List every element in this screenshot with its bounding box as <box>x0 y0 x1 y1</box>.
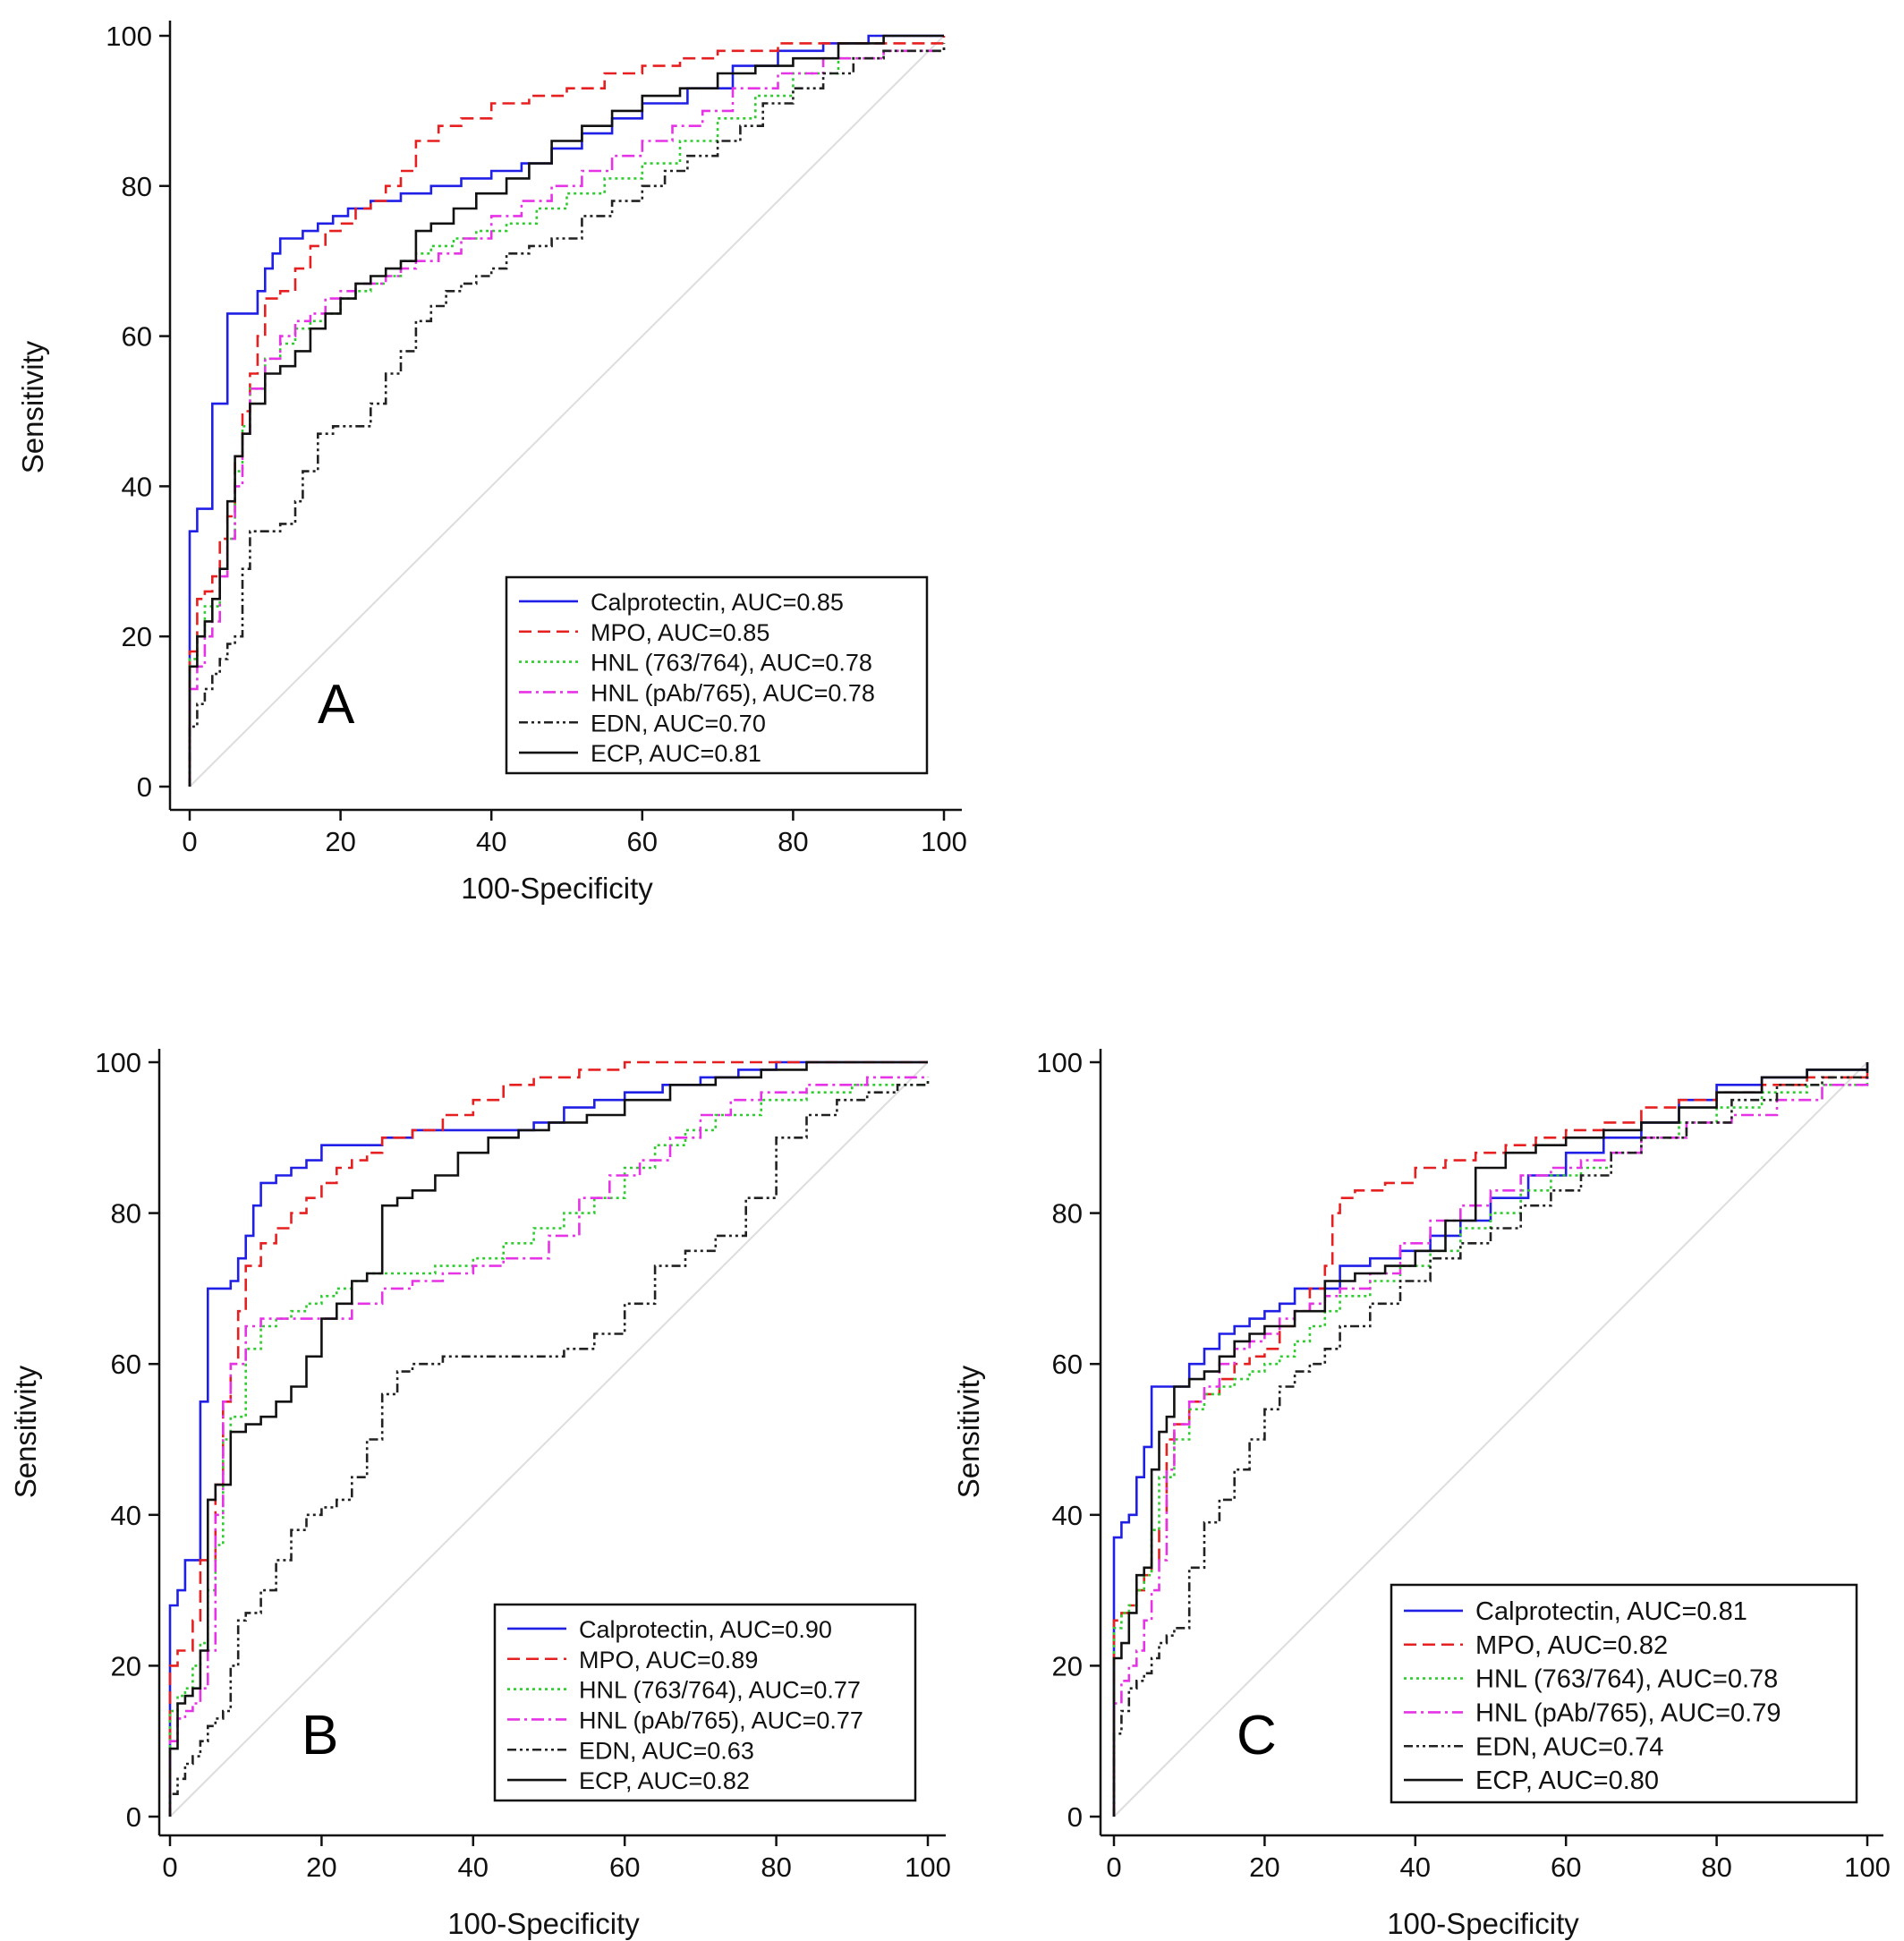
x-tick-label: 40 <box>1400 1852 1431 1883</box>
y-tick-label: 80 <box>122 171 152 202</box>
roc-series-line <box>168 1060 928 1817</box>
legend: Calprotectin, AUC=0.90 MPO, AUC=0.89 HNL (… <box>493 1603 917 1802</box>
y-tick-label: 40 <box>111 1500 141 1531</box>
y-tick-label: 80 <box>111 1198 141 1230</box>
legend-label: Calprotectin, AUC=0.90 <box>579 1616 832 1643</box>
y-tick-label: 100 <box>1036 1047 1083 1078</box>
legend-label: ECP, AUC=0.82 <box>579 1767 750 1794</box>
x-tick-label: 20 <box>306 1852 336 1883</box>
y-axis-label: Sensitivity <box>16 340 49 473</box>
x-tick-label: 80 <box>1701 1852 1731 1883</box>
legend-label: Calprotectin, AUC=0.85 <box>591 589 844 616</box>
y-tick-label: 60 <box>122 321 152 353</box>
y-tick-label: 20 <box>111 1650 141 1681</box>
legend-label: HNL (763/764), AUC=0.78 <box>1475 1665 1778 1694</box>
roc-panel-b: 0 20 40 60 80 100 0 20 40 60 80 100 100-Specificity S… <box>9 1047 951 1940</box>
panel-label: C <box>1237 1705 1277 1766</box>
legend-label: ECP, AUC=0.80 <box>1475 1766 1659 1795</box>
roc-series-line <box>1112 1069 1869 1817</box>
legend-label: ECP, AUC=0.81 <box>591 740 761 767</box>
legend-label: MPO, AUC=0.82 <box>1475 1631 1668 1660</box>
roc-series-line <box>1112 1062 1869 1817</box>
roc-panel-c: 0 20 40 60 80 100 0 20 40 60 80 100 100-Specificity S… <box>952 1047 1891 1940</box>
legend-label: EDN, AUC=0.74 <box>1475 1732 1663 1761</box>
roc-series-line <box>168 1060 928 1817</box>
legend-label: EDN, AUC=0.70 <box>591 710 766 736</box>
roc-panel-a: 0 20 40 60 80 100 0 20 40 60 80 100 100-Specificity S… <box>16 21 967 905</box>
y-axis-label: Sensitivity <box>9 1365 42 1498</box>
y-tick-label: 0 <box>137 771 152 803</box>
legend-label: HNL (pAb/765), AUC=0.78 <box>591 679 875 706</box>
legend-label: MPO, AUC=0.85 <box>591 619 769 646</box>
y-tick-label: 60 <box>111 1349 141 1380</box>
x-tick-label: 60 <box>627 826 658 857</box>
x-tick-label: 40 <box>476 826 506 857</box>
legend-label: HNL (pAb/765), AUC=0.79 <box>1475 1698 1781 1727</box>
y-tick-label: 100 <box>95 1047 141 1078</box>
legend-box <box>493 1603 917 1802</box>
y-tick-label: 0 <box>126 1801 141 1833</box>
legend-label: MPO, AUC=0.89 <box>579 1647 758 1673</box>
legend-label: EDN, AUC=0.63 <box>579 1737 754 1764</box>
panel-label: A <box>318 674 355 736</box>
legend: Calprotectin, AUC=0.85 MPO, AUC=0.85 HNL (… <box>505 575 929 775</box>
legend-label: HNL (763/764), AUC=0.78 <box>591 650 872 677</box>
x-tick-label: 0 <box>1106 1852 1121 1883</box>
legend-label: HNL (pAb/765), AUC=0.77 <box>579 1707 863 1733</box>
x-tick-label: 60 <box>1551 1852 1581 1883</box>
x-tick-label: 40 <box>458 1852 489 1883</box>
legend-label: Calprotectin, AUC=0.81 <box>1475 1597 1747 1626</box>
y-tick-label: 60 <box>1052 1349 1083 1380</box>
roc-series-line <box>188 43 946 787</box>
y-axis-label: Sensitivity <box>952 1365 985 1498</box>
y-tick-label: 100 <box>106 21 152 52</box>
y-tick-label: 20 <box>122 621 152 652</box>
reference-diagonal <box>189 35 945 787</box>
x-tick-label: 100 <box>921 826 967 857</box>
reference-diagonal <box>1113 1061 1868 1818</box>
roc-series-line <box>188 34 944 787</box>
y-tick-label: 20 <box>1052 1650 1083 1681</box>
x-axis-label: 100-Specificity <box>461 872 653 905</box>
legend-label: HNL (763/764), AUC=0.77 <box>579 1677 861 1704</box>
y-tick-label: 40 <box>1052 1500 1083 1531</box>
x-tick-label: 60 <box>609 1852 640 1883</box>
legend: Calprotectin, AUC=0.81 MPO, AUC=0.82 HNL (… <box>1390 1583 1858 1804</box>
x-axis-label: 100-Specificity <box>1387 1907 1579 1940</box>
reference-diagonal <box>169 1061 929 1818</box>
legend-box <box>505 575 929 775</box>
roc-series-line <box>188 43 946 787</box>
roc-series-line <box>168 1060 928 1817</box>
y-tick-label: 40 <box>122 471 152 502</box>
y-tick-label: 0 <box>1067 1801 1083 1833</box>
x-axis-label: 100-Specificity <box>447 1907 640 1940</box>
y-tick-label: 80 <box>1052 1198 1083 1230</box>
legend-box <box>1390 1583 1858 1804</box>
roc-series-line <box>1112 1069 1869 1817</box>
x-tick-label: 20 <box>1249 1852 1279 1883</box>
x-tick-label: 100 <box>1844 1852 1891 1883</box>
x-tick-label: 100 <box>905 1852 951 1883</box>
x-tick-label: 20 <box>325 826 355 857</box>
panel-label: B <box>302 1705 338 1766</box>
x-tick-label: 0 <box>162 1852 177 1883</box>
x-tick-label: 80 <box>778 826 808 857</box>
x-tick-label: 0 <box>182 826 197 857</box>
x-tick-label: 80 <box>761 1852 791 1883</box>
roc-series-line <box>168 1076 928 1817</box>
roc-series-line <box>168 1077 930 1817</box>
